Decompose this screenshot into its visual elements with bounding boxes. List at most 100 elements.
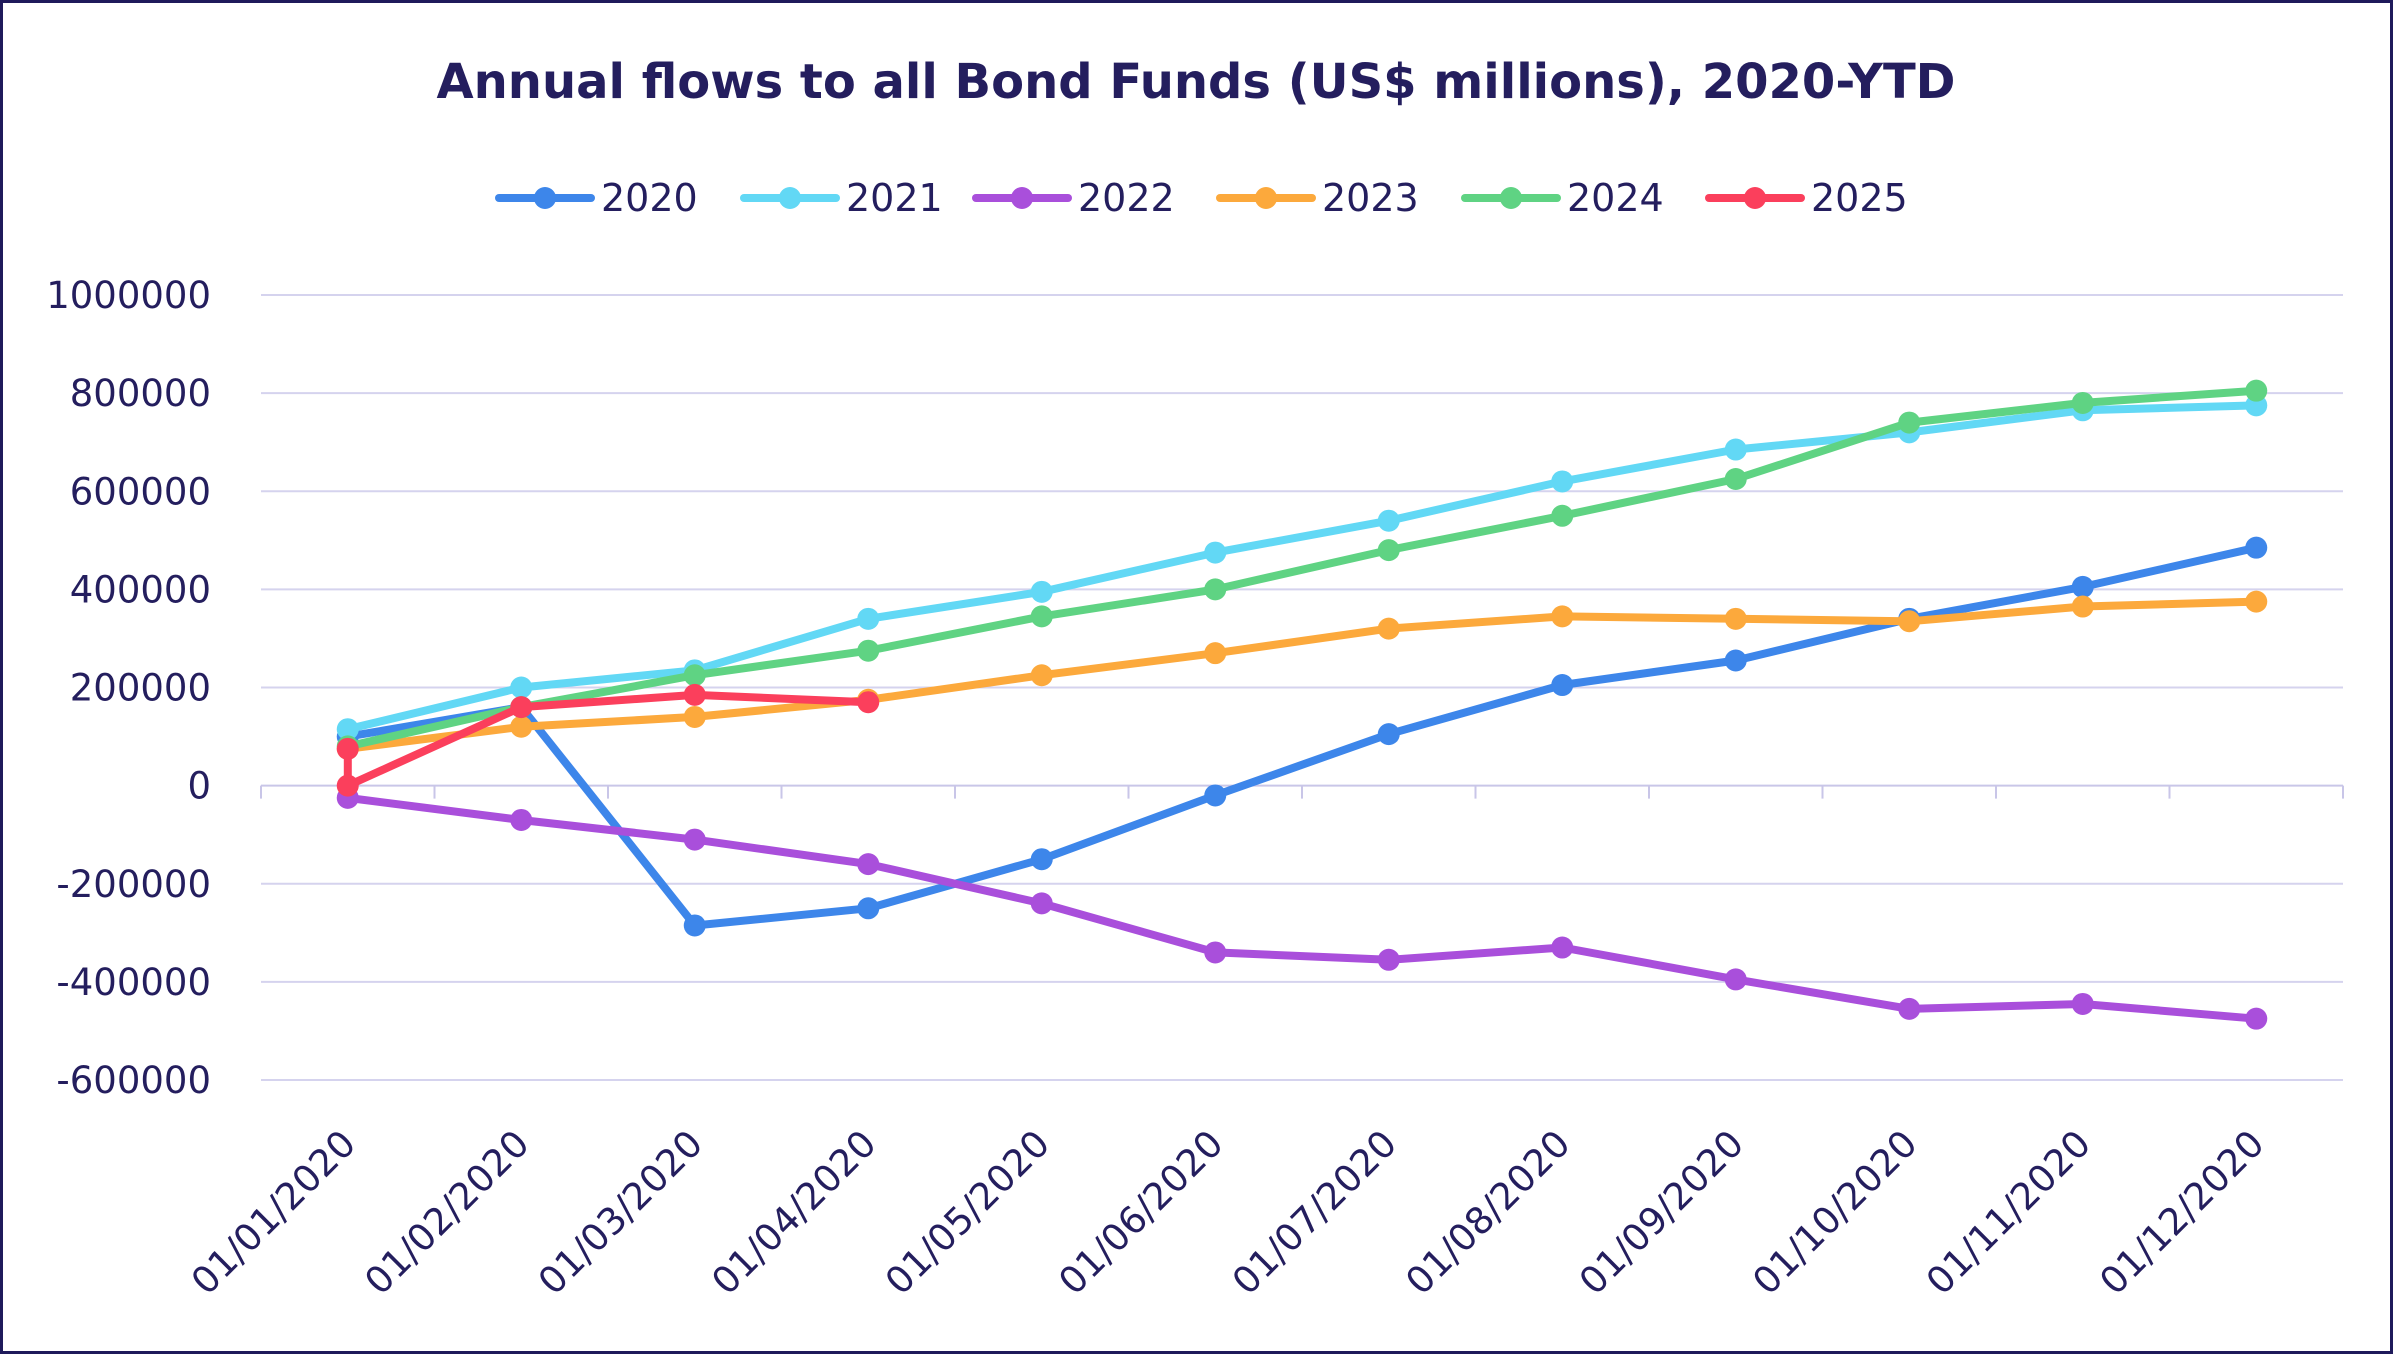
data-point (1030, 848, 1053, 871)
data-point (1551, 504, 1574, 527)
y-tick-label: 1000000 (46, 274, 211, 317)
data-point (2071, 575, 2094, 598)
series-line (343, 543, 2261, 930)
data-point (2245, 379, 2268, 402)
x-tick-label: 01/05/2020 (877, 1122, 1058, 1303)
data-point (1377, 948, 1400, 971)
data-point (1030, 605, 1053, 628)
legend-item-2022: 2022 (972, 176, 1175, 220)
data-point (857, 897, 880, 920)
data-point (1204, 784, 1227, 807)
data-point (1204, 541, 1227, 564)
legend-item-2024: 2024 (1461, 176, 1664, 220)
legend-label: 2021 (846, 176, 943, 220)
data-point (1030, 580, 1053, 603)
x-tick-label: 01/11/2020 (1918, 1122, 2099, 1303)
y-tick-label: 400000 (70, 568, 211, 611)
data-point (1898, 610, 1921, 633)
data-point (683, 664, 706, 687)
series-line (343, 597, 2261, 753)
data-point (1377, 723, 1400, 746)
data-point (1204, 642, 1227, 665)
y-tick-label: 0 (187, 765, 211, 808)
legend-marker-icon (1744, 187, 1766, 209)
data-point (1551, 470, 1574, 493)
legend-marker-icon (534, 187, 556, 209)
x-tick-label: 01/06/2020 (1050, 1122, 1231, 1303)
legend-item-2021: 2021 (740, 176, 943, 220)
data-point (1377, 509, 1400, 532)
series-2020 (336, 536, 2268, 937)
legend-label: 2023 (1322, 176, 1419, 220)
data-point (683, 705, 706, 728)
chart-title: Annual flows to all Bond Funds (US$ mill… (436, 54, 1955, 110)
x-axis: 01/01/202001/02/202001/03/202001/04/2020… (183, 785, 2344, 1303)
data-point (857, 639, 880, 662)
data-point (510, 808, 533, 831)
legend-item-2020: 2020 (495, 176, 698, 220)
series-2024 (336, 379, 2268, 758)
y-tick-label: -200000 (56, 863, 211, 906)
y-tick-label: -600000 (56, 1059, 211, 1102)
data-point (510, 676, 533, 699)
data-point (1724, 438, 1747, 461)
x-tick-label: 01/08/2020 (1397, 1122, 1578, 1303)
data-point (857, 607, 880, 630)
data-point (1724, 649, 1747, 672)
legend-label: 2020 (601, 176, 698, 220)
data-point (1030, 892, 1053, 915)
data-point (510, 696, 533, 719)
data-point (683, 683, 706, 706)
data-point (336, 774, 359, 797)
y-tick-label: -400000 (56, 961, 211, 1004)
data-point (857, 853, 880, 876)
x-tick-label: 01/12/2020 (2091, 1122, 2272, 1303)
y-tick-label: 600000 (70, 470, 211, 513)
data-point (1551, 605, 1574, 628)
series-layer (336, 379, 2268, 1030)
data-point (1551, 936, 1574, 959)
legend-label: 2025 (1811, 176, 1908, 220)
data-point (683, 914, 706, 937)
data-point (1377, 617, 1400, 640)
data-point (2071, 992, 2094, 1015)
line-chart: Annual flows to all Bond Funds (US$ mill… (46, 54, 2344, 1303)
data-point (1898, 997, 1921, 1020)
data-point (2245, 1007, 2268, 1030)
series-2022 (336, 786, 2268, 1030)
data-point (683, 828, 706, 851)
legend-item-2025: 2025 (1705, 176, 1908, 220)
data-point (1898, 411, 1921, 434)
data-point (2071, 391, 2094, 414)
series-2023 (336, 590, 2268, 760)
legend-label: 2024 (1567, 176, 1664, 220)
data-point (1724, 467, 1747, 490)
data-point (1724, 968, 1747, 991)
data-point (336, 737, 359, 760)
data-point (857, 691, 880, 714)
y-axis-tick-labels: 1000000 800000 600000 400000 200000 0 -200000 -… (46, 274, 211, 1102)
series-line (343, 793, 2261, 1023)
series-2025 (336, 683, 880, 797)
x-tick-label: 01/04/2020 (703, 1122, 884, 1303)
data-point (1030, 664, 1053, 687)
series-line (343, 401, 2261, 734)
y-tick-label: 200000 (70, 667, 211, 710)
data-point (2071, 595, 2094, 618)
data-point (1204, 578, 1227, 601)
x-tick-label: 01/10/2020 (1744, 1122, 1925, 1303)
x-tick-label: 01/07/2020 (1224, 1122, 1405, 1303)
legend-marker-icon (1255, 187, 1277, 209)
legend-marker-icon (1500, 187, 1522, 209)
x-tick-label: 01/03/2020 (530, 1122, 711, 1303)
x-tick-label: 01/02/2020 (356, 1122, 537, 1303)
legend: 2020 2021 2022 2023 2024 2025 (495, 176, 1908, 220)
data-point (1724, 607, 1747, 630)
legend-item-2023: 2023 (1216, 176, 1419, 220)
data-point (1204, 941, 1227, 964)
data-point (510, 715, 533, 738)
data-point (2245, 536, 2268, 559)
series-line (343, 386, 2261, 751)
data-point (1551, 674, 1574, 697)
